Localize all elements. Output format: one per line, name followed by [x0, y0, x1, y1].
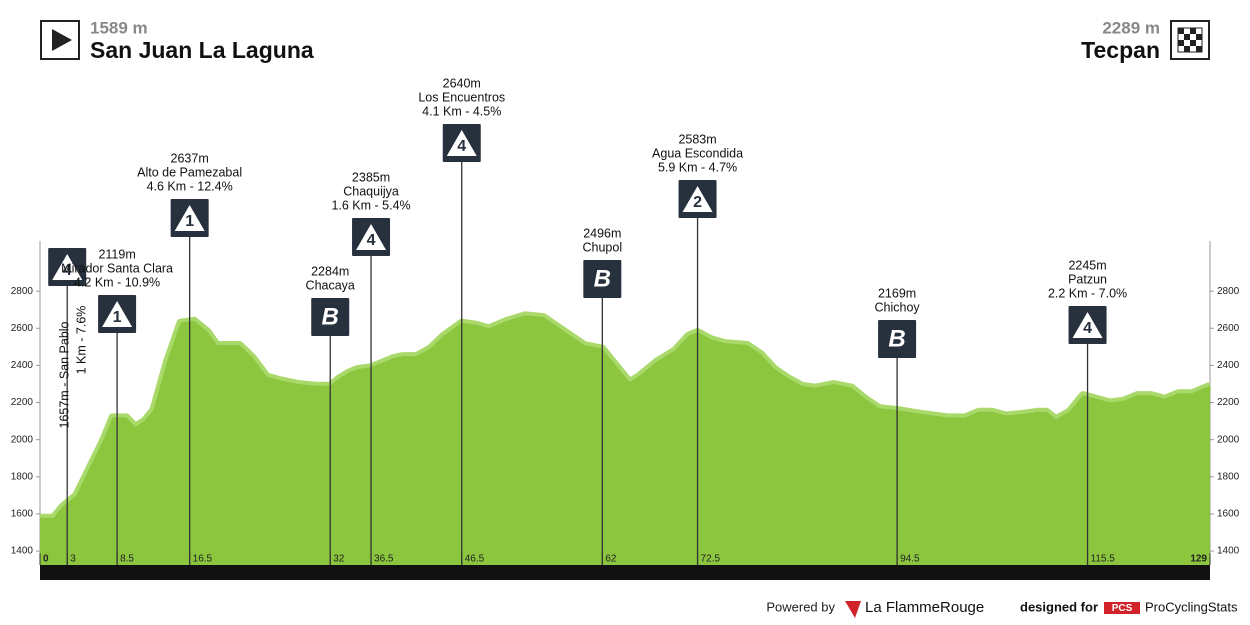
climb-triangle [356, 224, 387, 250]
y-tick-label: 2600 [1217, 323, 1240, 334]
climb-text: 4.6 Km - 12.4% [147, 179, 233, 193]
climb-text: 2245m [1068, 258, 1106, 272]
y-tick-label: 1400 [11, 546, 34, 557]
powered-by: Powered by [766, 599, 835, 614]
x-tick-label: 94.5 [900, 554, 920, 565]
climb-icon [878, 320, 917, 358]
climb-text: Agua Escondida [652, 146, 743, 160]
y-tick-label: 2200 [1217, 397, 1240, 408]
climb-text: 2496m [583, 226, 621, 240]
climb-triangle [174, 205, 205, 231]
y-tick-label: 1400 [1217, 546, 1240, 557]
y-tick-label: 1600 [1217, 509, 1240, 520]
brand: La FlammeRouge [865, 599, 984, 616]
climb-text: Chichoy [875, 300, 921, 314]
start-altitude: 1589 m [90, 18, 148, 37]
climb-category: 4 [63, 262, 72, 279]
climb-text: Chacaya [306, 278, 355, 292]
plot: 1400 1400 1600 1600 1800 1800 2000 2000 2200 2200… [11, 76, 1240, 580]
y-tick-label: 1800 [11, 471, 34, 482]
y-tick-label: 2800 [1217, 286, 1240, 297]
climb-text: 4.1 Km - 4.5% [422, 104, 501, 118]
climb-triangle [446, 130, 477, 156]
y-tick-label: 1800 [1217, 471, 1240, 482]
climb-text: 2284m [311, 264, 349, 278]
climb-category: B [594, 265, 611, 292]
climb-text: Alto de Pamezabal [137, 165, 242, 179]
climb-label: 1657m - San Pablo [58, 321, 72, 428]
climb-text: Los Encuentros [418, 90, 505, 104]
climb-text: Mirador Santa Clara [61, 261, 173, 275]
x-tick-label: 46.5 [465, 554, 485, 565]
x-axis-bar [40, 565, 1210, 580]
climb-icon [311, 298, 350, 336]
climb-category: 1 [113, 309, 122, 326]
y-tick-label: 2000 [11, 434, 34, 445]
climb-category: B [888, 325, 905, 352]
climb-triangle [102, 301, 133, 327]
x-tick-label: 32 [333, 554, 345, 565]
start-icon [40, 20, 80, 60]
climb-category: 4 [1083, 320, 1092, 337]
x-tick-label: 129 [1190, 554, 1207, 565]
profile-area [40, 315, 1210, 565]
climb-text: 5.9 Km - 4.7% [658, 160, 737, 174]
finish-name: Tecpan [1081, 37, 1160, 63]
y-tick-label: 1600 [11, 509, 34, 520]
climb-category: 2 [693, 194, 702, 211]
climb-text: Chupol [583, 240, 623, 254]
climb-text: 2.2 Km - 7.0% [1048, 286, 1127, 300]
climb-text: 2385m [352, 170, 390, 184]
flamme-logo [845, 601, 861, 618]
start-arrow [52, 29, 72, 51]
climb-text: Patzun [1068, 272, 1107, 286]
site-name: ProCyclingStats [1145, 599, 1238, 614]
climb-category: B [322, 303, 339, 330]
x-tick-label: 62 [605, 554, 617, 565]
finish-icon [1170, 20, 1210, 60]
climb-triangle [682, 186, 713, 212]
climb-text: 2583m [678, 132, 716, 146]
climb-text: 2169m [878, 286, 916, 300]
climb-detail: 1 Km - 7.6% [75, 306, 89, 375]
climb-text: 4.2 Km - 10.9% [74, 275, 160, 289]
pcs-logo [1104, 602, 1140, 614]
y-tick-label: 2400 [11, 360, 34, 371]
x-tick-label: 8.5 [120, 554, 134, 565]
finish-altitude: 2289 m [1102, 18, 1160, 37]
start-name: San Juan La Laguna [90, 37, 314, 63]
y-tick-label: 2400 [1217, 360, 1240, 371]
x-tick-label: 36.5 [374, 554, 394, 565]
climb-triangle [1072, 312, 1103, 338]
x-tick-label: 3 [70, 554, 76, 565]
climb-text: 2119m [98, 247, 135, 261]
x-tick-label: 115.5 [1091, 554, 1116, 565]
climb-category: 4 [457, 138, 466, 155]
climb-text: 2640m [443, 76, 481, 90]
designed-for: designed for [1020, 599, 1098, 614]
y-tick-label: 2000 [1217, 434, 1240, 445]
climb-triangle [52, 254, 83, 280]
climb-category: 4 [367, 232, 376, 249]
climb-text: Chaquijya [343, 184, 399, 198]
y-tick-label: 2800 [11, 286, 34, 297]
y-tick-label: 2600 [11, 323, 34, 334]
y-tick-label: 2200 [11, 397, 34, 408]
climb-category: 1 [185, 213, 194, 230]
x-tick-label: 0 [43, 554, 49, 565]
climb-text: 1.6 Km - 5.4% [331, 198, 410, 212]
x-tick-label: 16.5 [193, 554, 213, 565]
x-tick-label: 72.5 [701, 554, 721, 565]
pcs-text: PCS [1112, 603, 1133, 614]
climb-text: 2637m [171, 151, 209, 165]
climb-icon [583, 260, 622, 298]
